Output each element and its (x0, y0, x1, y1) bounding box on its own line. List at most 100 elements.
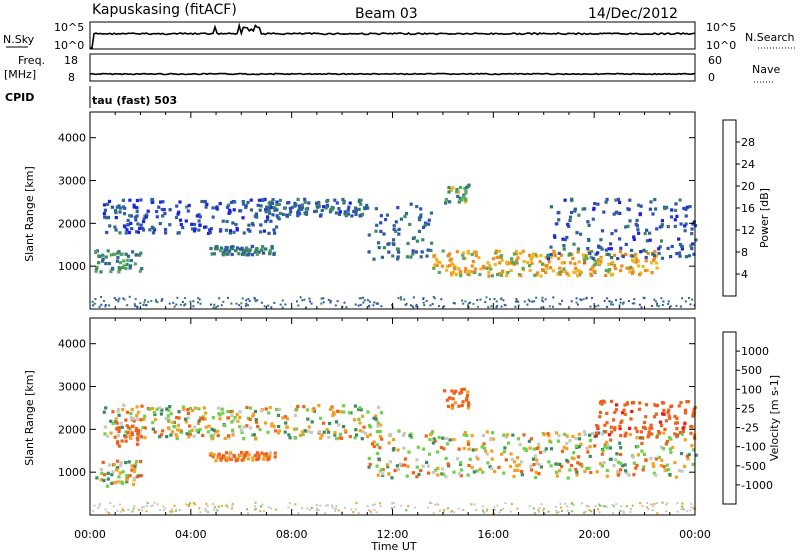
noise-cell (542, 300, 545, 303)
data-cell (151, 231, 156, 235)
data-cell (282, 206, 286, 210)
data-cell (187, 203, 191, 208)
data-cell (519, 273, 523, 278)
noise-cell (127, 508, 130, 511)
data-cell (158, 435, 162, 439)
data-cell (379, 423, 383, 427)
data-cell (539, 450, 543, 454)
data-cell (613, 428, 617, 432)
data-cell (178, 218, 183, 222)
data-cell (535, 447, 539, 451)
data-cell (138, 226, 142, 230)
data-cell (101, 460, 105, 465)
noise-cell (647, 508, 650, 511)
data-cell (270, 422, 274, 426)
data-cell (611, 273, 615, 277)
data-cell (536, 271, 540, 275)
noise-cell (192, 300, 195, 303)
noise-cell (440, 298, 443, 301)
data-cell (502, 450, 506, 454)
data-cell (238, 209, 242, 213)
colorbar-tick-label: 16 (741, 202, 755, 215)
data-cell (255, 252, 259, 256)
data-cell (230, 252, 234, 257)
data-cell (354, 428, 358, 432)
data-cell (155, 215, 159, 219)
noise-cell (329, 301, 332, 304)
data-cell (637, 407, 642, 411)
data-cell (130, 464, 134, 468)
data-cell (568, 219, 572, 223)
data-cell (113, 435, 117, 439)
data-cell (574, 444, 579, 448)
data-cell (462, 446, 466, 451)
data-cell (573, 207, 577, 211)
noise-cell (334, 510, 337, 513)
data-cell (358, 429, 362, 433)
noise-cell (334, 507, 337, 510)
data-cell (286, 201, 290, 205)
data-cell (361, 212, 365, 216)
data-cell (499, 255, 503, 259)
data-cell (303, 200, 307, 204)
data-cell (614, 229, 618, 233)
data-cell (560, 465, 564, 469)
data-cell (247, 223, 251, 227)
data-cell (448, 200, 452, 204)
data-cell (135, 414, 139, 418)
data-cell (249, 208, 254, 212)
data-cell (540, 268, 544, 272)
data-cell (452, 391, 456, 395)
data-cell (613, 267, 617, 271)
data-cell (619, 461, 623, 466)
data-cell (621, 464, 625, 468)
data-cell (368, 462, 372, 467)
data-cell (454, 272, 458, 276)
data-cell (178, 200, 182, 204)
data-cell (685, 454, 689, 458)
data-cell (655, 433, 659, 437)
data-cell (614, 198, 618, 202)
noise-cell (151, 504, 154, 507)
data-cell (651, 252, 655, 256)
data-cell (372, 440, 376, 444)
data-cell (143, 426, 147, 430)
data-cell (334, 211, 338, 215)
noise-cell (656, 302, 658, 305)
data-cell (116, 409, 120, 413)
data-cell (303, 429, 307, 433)
data-cell (188, 406, 192, 411)
data-cell (431, 441, 435, 445)
data-cell (275, 202, 279, 207)
data-cell (343, 210, 347, 214)
data-cell (197, 419, 201, 423)
data-cell (358, 406, 362, 410)
data-cell (262, 229, 266, 233)
data-cell (104, 255, 108, 259)
data-cell (529, 464, 533, 468)
data-cell (259, 230, 263, 234)
data-cell (470, 465, 474, 470)
data-cell (170, 430, 174, 434)
data-cell (370, 442, 374, 446)
data-cell (387, 242, 391, 246)
data-cell (566, 476, 570, 480)
data-cell (217, 406, 221, 410)
data-cell (374, 229, 378, 233)
data-cell (111, 470, 115, 474)
data-cell (402, 431, 406, 436)
nave-tick-bottom: 0 (708, 71, 715, 84)
noise-cell (142, 303, 145, 306)
nave-label: Nave (752, 63, 780, 76)
noise-cell (225, 505, 228, 507)
data-cell (453, 438, 457, 442)
data-cell (117, 429, 121, 434)
data-cell (248, 248, 252, 252)
data-cell (243, 453, 247, 457)
colorbar-tick-label: 8 (741, 246, 748, 259)
data-cell (506, 271, 510, 275)
data-cell (141, 417, 145, 421)
data-cell (451, 186, 455, 190)
noise-cell (483, 511, 486, 514)
data-cell (686, 400, 690, 404)
